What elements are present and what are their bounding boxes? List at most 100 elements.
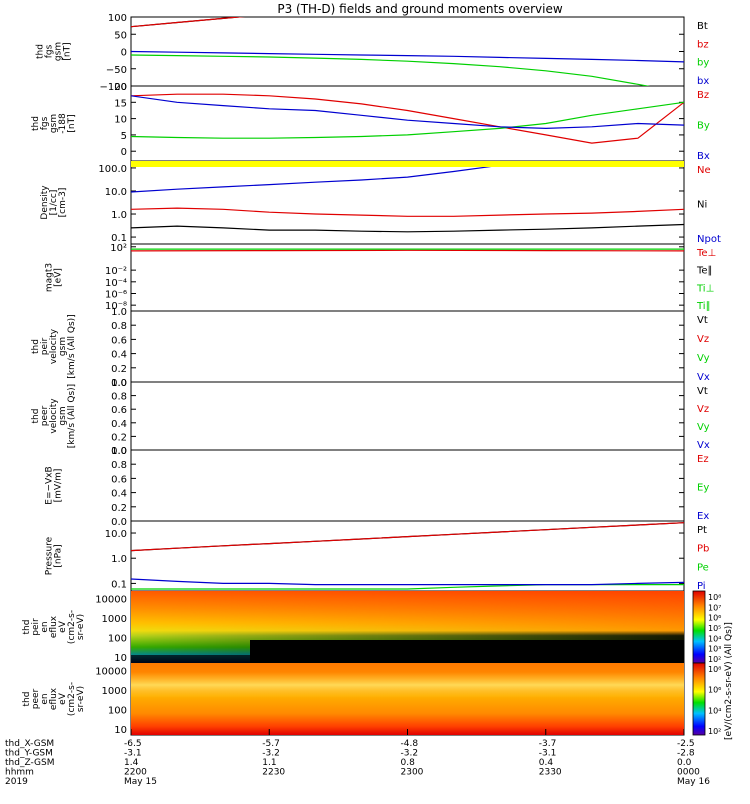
legend-entry: Pt [697,525,707,536]
x-axis-value: -5.7 [262,739,280,749]
electron-spectrogram-fill [131,663,684,735]
y-axis-label: gsm [54,42,64,61]
y-tick-label: 10 [114,725,127,736]
ion-colorbar [692,590,706,664]
legend-entry: Vz [697,404,709,415]
x-axis-value: -3.7 [539,739,557,749]
x-axis-row-label: thd_Y-GSM [5,749,53,759]
y-tick-label: 0.8 [111,460,127,471]
x-axis-row-label: thd_X-GSM [5,739,54,749]
panel-temp [130,243,685,312]
panel-efield [130,449,685,522]
x-axis-value: 2200 [124,768,147,778]
y-tick-label: 0.8 [111,321,127,332]
y-tick-label: 0.4 [111,350,127,361]
plot-title: P3 (TH-D) fields and ground moments over… [277,2,562,16]
y-axis-label: thd [31,116,41,131]
colorbar-tick-label: 10⁴ [708,634,721,643]
y-tick-label: 10.0 [105,529,127,540]
legend-entry: Ex [697,511,709,522]
x-axis-year: 2019 [5,777,28,787]
series-line-Pe [131,584,684,590]
x-axis-value: -3.2 [262,749,280,759]
y-tick-label: 10² [110,243,127,254]
y-axis-label: eV [58,620,68,633]
colorbar-label: [eV/(cm2-s-sr-eV) (All Qs)] [724,622,734,740]
series-line-Pb [131,522,684,552]
legend-entry: bz [697,39,709,50]
y-tick-label: 0.4 [111,419,127,430]
ion-spectrogram-fill [131,591,684,663]
x-axis-value: -6.5 [124,739,142,749]
x-axis-row-label: hhmm [5,768,34,778]
colorbar-tick-label: 10⁴ [708,706,721,715]
panel-fgs-dsl [130,85,685,162]
series-line-Ni [131,223,684,233]
y-tick-label: 0 [121,147,127,158]
y-tick-label: 15 [114,98,127,109]
y-axis-label: peir [31,618,41,636]
y-tick-label: 1.0 [111,554,127,565]
y-axis-label: eflux [49,687,59,710]
y-tick-label: 10⁻⁶ [105,289,127,300]
y-tick-label: 10⁻² [105,266,127,277]
y-axis-label: thd [22,692,32,707]
legend-entry: Vy [697,422,710,433]
colorbar-tick-label: 10⁷ [708,603,721,612]
y-tick-label: 0.8 [111,392,127,403]
colorbar-tick-label: 10⁶ [708,614,721,623]
y-tick-label: 10 [114,653,127,664]
legend-entry: Bt [697,21,708,32]
x-axis-value: 1.1 [262,758,276,768]
y-tick-label: 0.0 [111,378,127,389]
legend-entry: Vt [697,315,708,326]
series-line-Ne [131,207,684,217]
legend-entry: bx [697,76,709,87]
y-tick-label: 1.0 [111,378,127,389]
series-line-Te⊥ [131,249,684,252]
y-axis-label: [mV/m] [54,469,64,503]
y-axis-label: gsm [58,406,68,425]
y-axis-label: magt3 [45,263,55,292]
y-tick-label: 10 [114,115,127,126]
legend-entry: Bz [697,90,709,101]
y-tick-label: −100 [100,82,127,93]
y-tick-label: 0.6 [111,405,127,416]
legend-entry: Ez [697,454,709,465]
y-tick-label: 0.1 [111,233,127,244]
series-line-Npot [131,161,535,193]
legend-entry: Vt [697,386,708,397]
legend-entry: Vy [697,353,710,364]
legend-entry: Ey [697,483,709,494]
y-tick-label: 0.6 [111,474,127,485]
y-axis-label: (cm2-s- [67,682,77,716]
legend-entry: Npot [697,234,721,245]
legend-entry: Pi [697,581,706,592]
y-tick-label: 0.2 [111,432,127,443]
colorbar-tick-label: 10⁸ [708,593,721,602]
y-axis-label: fgs [45,44,55,58]
x-axis-value: 0000 [677,768,700,778]
y-axis-label: en [40,693,50,704]
legend-entry: Ni [697,200,707,211]
y-tick-label: 0 [121,48,127,59]
x-axis-value: -3.1 [124,749,142,759]
y-tick-label: 10⁻⁴ [105,278,127,289]
y-tick-label: 0.0 [111,517,127,528]
y-tick-label: 20 [114,82,127,93]
x-axis-annotation: thd_X-GSM -6.5 -5.7 -4.8 -3.7 -2.5 thd_Y-GSM -3… [5,729,710,787]
y-tick-label: 1000 [102,614,127,625]
y-axis-label: (cm2-s- [67,610,77,644]
y-tick-label: 10⁻⁸ [105,301,127,312]
y-tick-label: 100 [108,706,127,717]
x-axis-value: -3.1 [539,749,557,759]
y-tick-label: 0.2 [111,364,127,375]
series-line-bz [131,17,246,28]
series-line-Pi [131,578,684,586]
legend-entry: Ti∥ [696,301,711,312]
y-tick-label: 1000 [102,686,127,697]
x-axis-value: 2330 [539,768,562,778]
y-axis-label: peer [40,405,50,426]
legend-entry: Te∥ [696,266,713,277]
